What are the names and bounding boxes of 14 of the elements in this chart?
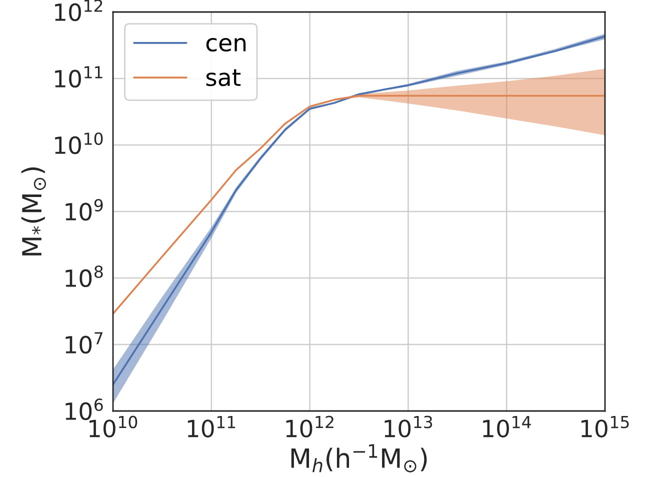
x-tick-label: 10$^{11}$: [188, 416, 236, 438]
x-tick-label: 10$^{14}$: [483, 416, 531, 438]
y-tick-label: 10$^{11}$: [55, 66, 102, 88]
y-tick-label: 10$^{9}$: [66, 198, 103, 221]
y-tick-label: 10$^{8}$: [66, 265, 103, 288]
y-axis-title: M$_{*}$(M$_{⊙}$): [21, 167, 46, 256]
legend-label: sat: [206, 69, 241, 86]
x-axis-title: M$_{h}$(h$^{−1}$M$_{⊙}$): [291, 444, 427, 472]
y-tick-label: 10$^{10}$: [55, 132, 103, 154]
x-tick-label: 10$^{13}$: [384, 416, 432, 438]
x-tick-label: 10$^{12}$: [286, 416, 334, 438]
y-tick-label: 10$^{7}$: [66, 332, 102, 354]
x-tick-label: 10$^{15}$: [582, 416, 629, 438]
legend-label: cen: [206, 38, 246, 52]
